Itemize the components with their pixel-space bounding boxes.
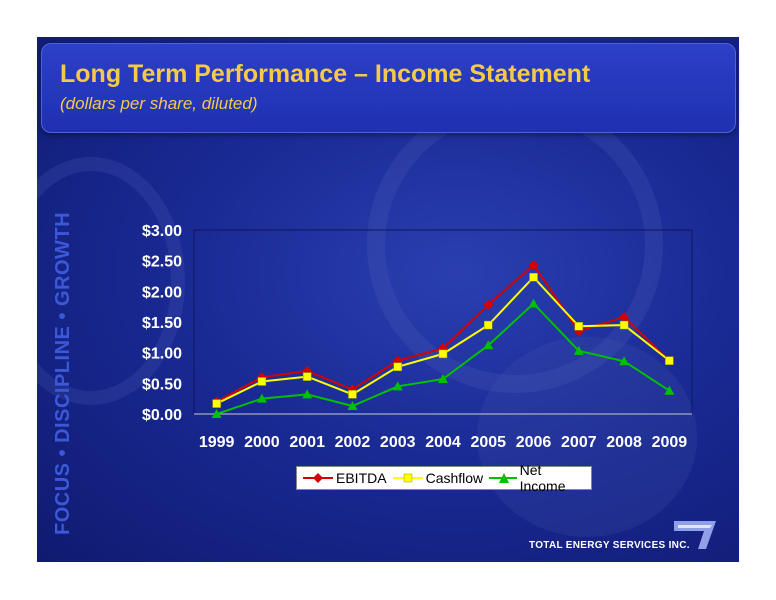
x-tick-label: 1999 [199, 434, 235, 451]
legend-label-ebitda: EBITDA [336, 470, 387, 486]
data-point-cashflow [257, 377, 267, 386]
x-tick-label: 2000 [244, 434, 280, 451]
y-tick-label: $2.50 [142, 254, 182, 271]
data-point-cashflow [529, 272, 538, 282]
chart-legend: EBITDA Cashflow Net Income [296, 462, 592, 494]
data-point-net-income [302, 389, 313, 399]
x-tick-label: 2002 [335, 434, 371, 451]
company-name: TOTAL ENERGY SERVICES INC. [529, 540, 690, 551]
company-logo-icon [674, 521, 716, 549]
data-point-cashflow [212, 399, 221, 408]
legend-item-net-income: Net Income [489, 462, 585, 494]
slide-title: Long Term Performance – Income Statement [60, 60, 591, 88]
y-tick-label: $3.00 [142, 223, 182, 240]
y-tick-label: $0.50 [142, 376, 182, 393]
legend-label-cashflow: Cashflow [425, 470, 484, 486]
data-point-net-income [573, 345, 584, 355]
y-tick-label: $0.00 [142, 407, 182, 424]
slide-subtitle: (dollars per share, diluted) [60, 94, 258, 113]
legend-net-income-swatch [489, 473, 517, 483]
background-valve-shape [477, 337, 697, 537]
series-line-cashflow [216, 275, 670, 405]
data-point-net-income [483, 340, 494, 350]
data-point-cashflow [302, 372, 312, 381]
data-point-cashflow [393, 362, 402, 372]
x-tick-label: 2008 [606, 434, 642, 451]
legend-ebitda-swatch [303, 473, 333, 483]
x-tick-label: 2007 [561, 434, 597, 451]
legend-item-cashflow: Cashflow [392, 470, 484, 486]
data-point-net-income [211, 409, 222, 418]
series-line-net-income [216, 302, 670, 415]
x-tick-label: 2005 [470, 434, 506, 451]
legend-label-net-income: Net Income [519, 462, 566, 494]
data-point-net-income [438, 374, 448, 384]
data-point-ebitda [528, 259, 539, 270]
data-point-cashflow [574, 322, 584, 331]
plot-area-frame [193, 229, 693, 415]
y-tick-label: $1.50 [142, 315, 182, 332]
x-tick-label: 2001 [289, 434, 325, 451]
data-point-net-income [347, 401, 358, 411]
data-point-cashflow [438, 349, 448, 359]
data-point-net-income [619, 356, 630, 366]
data-point-net-income [256, 393, 267, 403]
title-panel [41, 43, 736, 133]
x-tick-label: 2004 [425, 434, 461, 451]
y-tick-label: $1.00 [142, 346, 182, 363]
legend-item-ebitda: EBITDA [303, 470, 387, 486]
data-point-cashflow [665, 356, 674, 365]
x-tick-label: 2003 [380, 434, 416, 451]
data-point-cashflow [619, 320, 629, 330]
data-point-cashflow [484, 320, 493, 330]
legend-cashflow-swatch [392, 473, 423, 483]
data-point-net-income [392, 381, 403, 391]
data-point-net-income [664, 385, 675, 395]
data-point-net-income [528, 298, 539, 308]
y-tick-label: $2.00 [142, 284, 182, 301]
x-tick-label: 2009 [652, 434, 688, 451]
data-point-ebitda [483, 299, 494, 310]
data-point-ebitda [619, 312, 630, 323]
x-tick-label: 2006 [516, 434, 552, 451]
data-point-cashflow [348, 390, 357, 399]
